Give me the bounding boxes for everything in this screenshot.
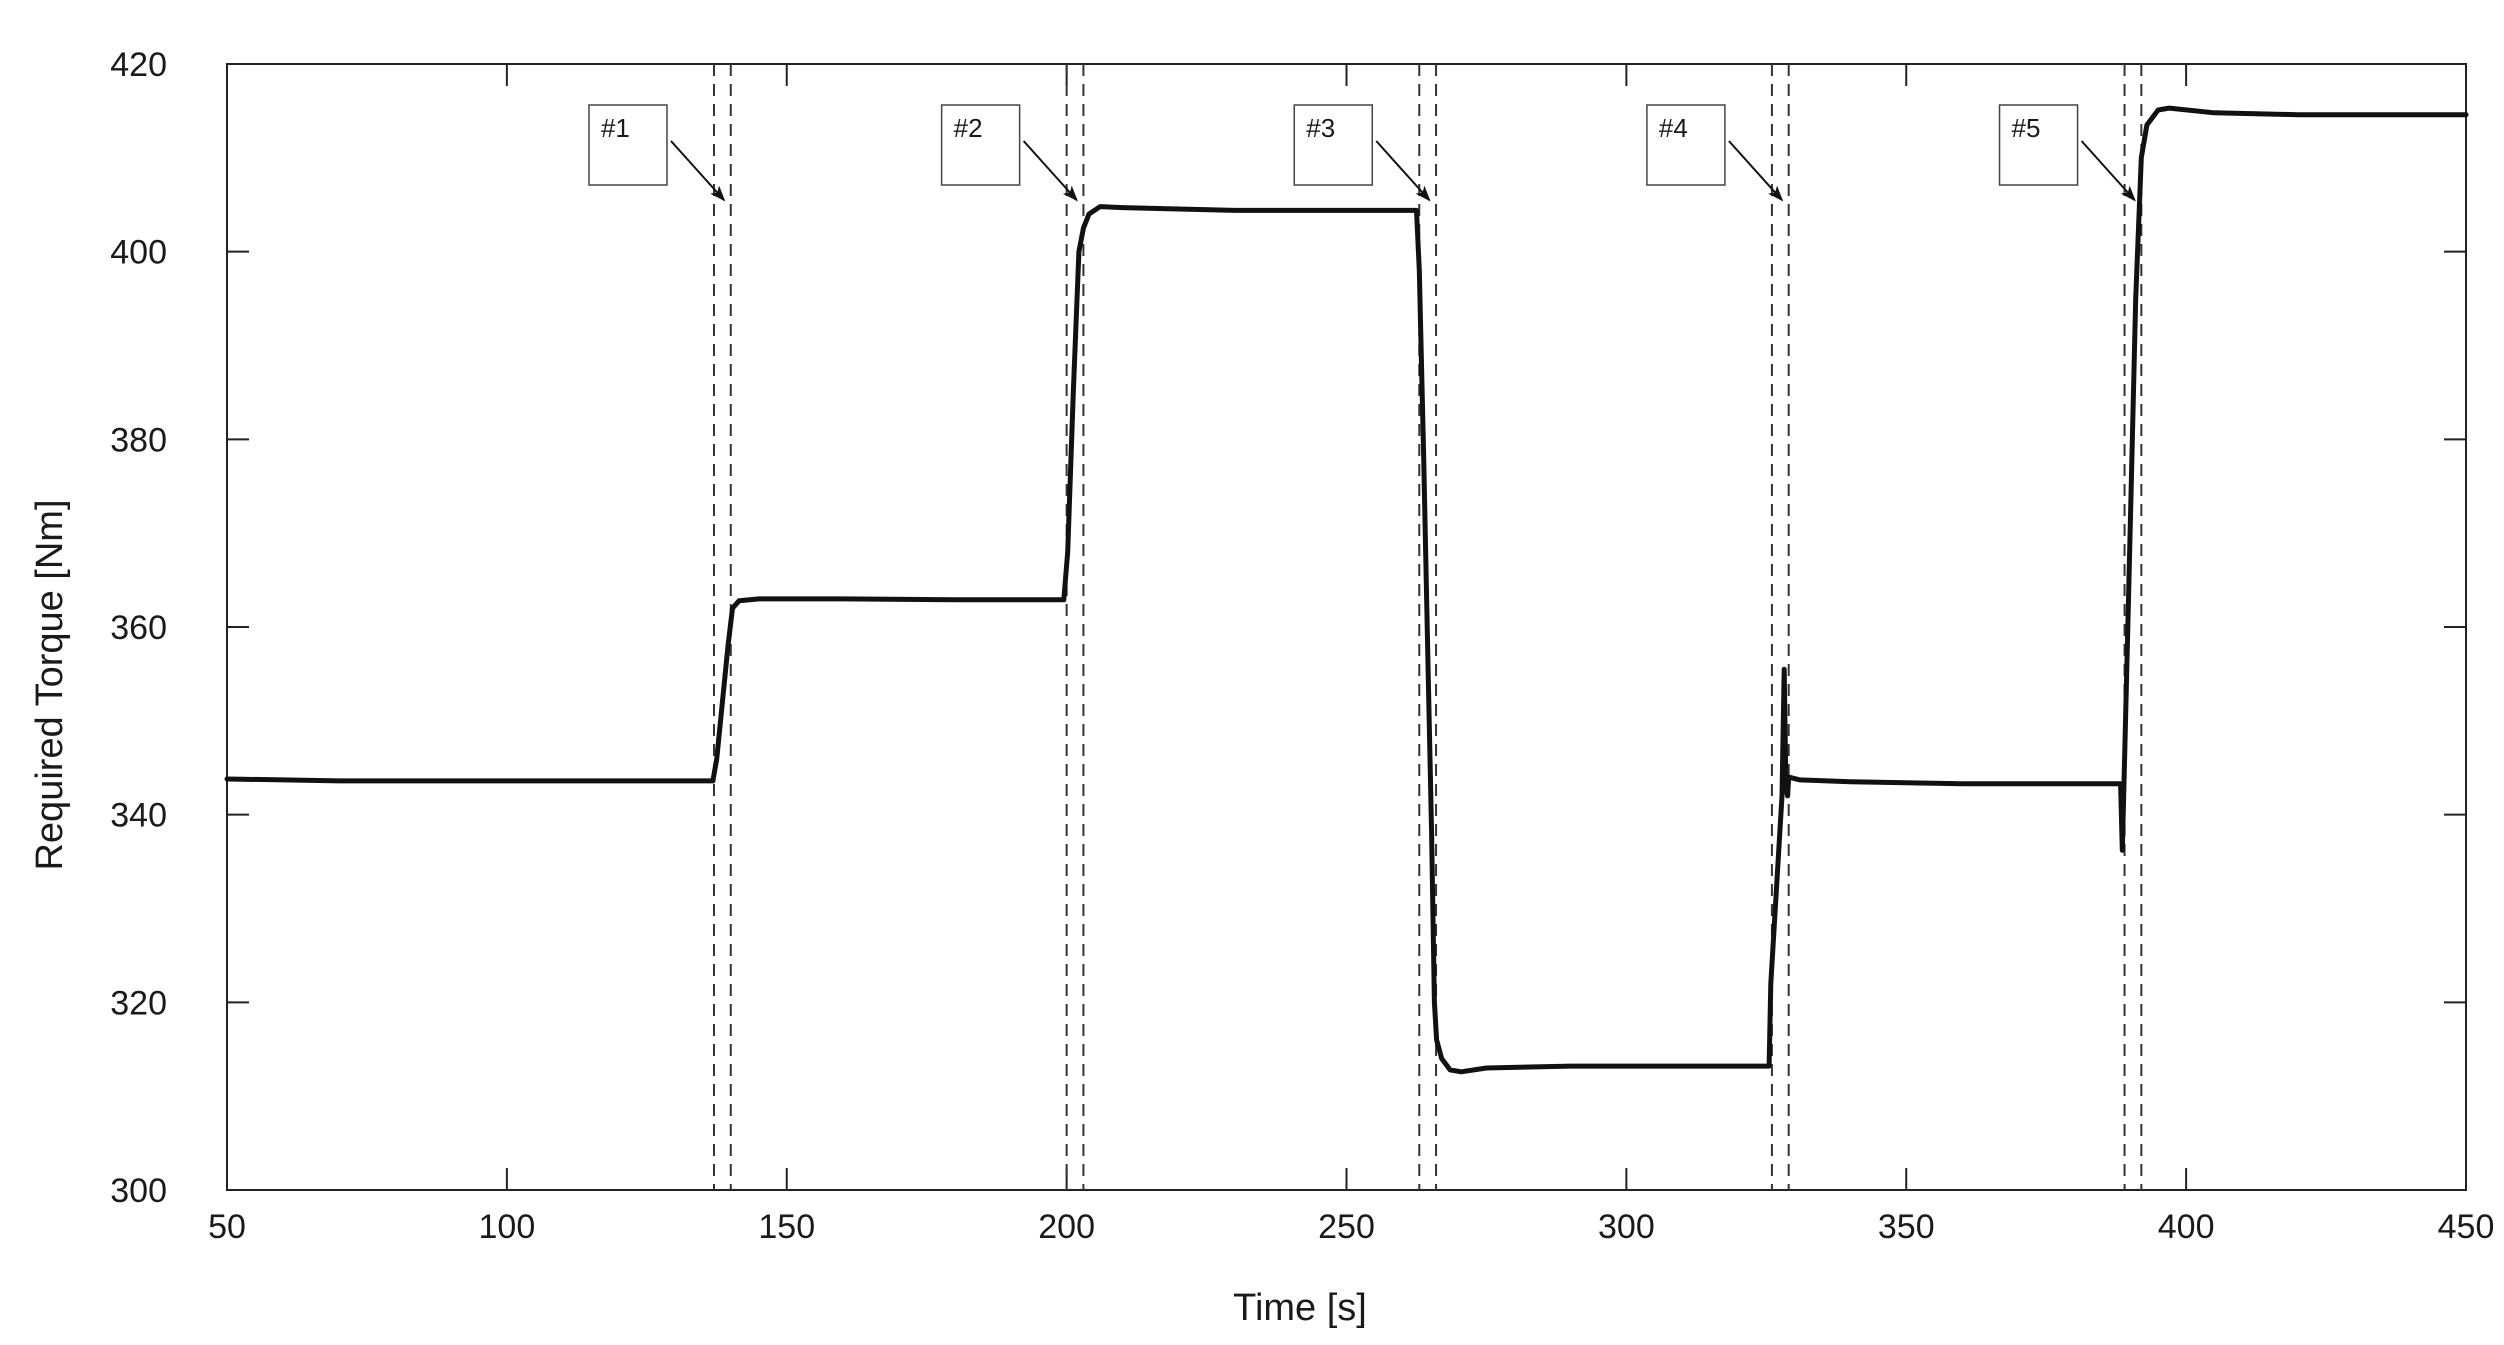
- y-tick-label: 320: [110, 984, 167, 1022]
- event-callout-label: #5: [2012, 113, 2041, 143]
- event-marker-lines: [712, 64, 2143, 1190]
- x-tick-label: 150: [758, 1208, 815, 1246]
- event-callout-label: #3: [1306, 113, 1335, 143]
- x-tick-label: 400: [2158, 1208, 2215, 1246]
- y-axis-title: Required Torque [Nm]: [29, 499, 71, 870]
- series-layer: [224, 105, 2469, 1075]
- event-callout-arrow: [2080, 140, 2136, 202]
- event-callout-arrow: [1728, 140, 1784, 202]
- y-tick-label: 400: [110, 234, 167, 272]
- event-callout-box: [940, 104, 1021, 186]
- event-callout-box: [1293, 104, 1374, 186]
- x-axis: 50 100 150 200 250 300 350 400 450: [208, 64, 2494, 1246]
- event-callout-box: [588, 104, 668, 186]
- y-tick-label: 300: [110, 1172, 167, 1210]
- event-callouts: #1 #2 #3 #4 #5: [588, 104, 2136, 202]
- event-callout-label: #2: [954, 113, 983, 143]
- x-tick-label: 50: [208, 1208, 246, 1246]
- event-callout-box: [1998, 104, 2079, 186]
- y-tick-label: 420: [110, 46, 167, 84]
- x-tick-label: 200: [1038, 1208, 1095, 1246]
- x-tick-label: 250: [1318, 1208, 1375, 1246]
- series-line: [224, 105, 2469, 1075]
- x-axis-title: Time [s]: [1233, 1287, 1367, 1329]
- y-tick-label: 380: [110, 421, 167, 459]
- event-callout-box: [1646, 104, 1726, 186]
- y-tick-label: 340: [110, 797, 167, 835]
- x-tick-label: 450: [2438, 1208, 2495, 1246]
- x-tick-label: 350: [1878, 1208, 1935, 1246]
- event-callout-arrow: [1022, 140, 1078, 202]
- x-tick-label: 300: [1598, 1208, 1655, 1246]
- x-tick-label: 100: [479, 1208, 536, 1246]
- y-axis: 300 320 340 360 380 400 420: [110, 46, 2466, 1210]
- event-callout-arrow: [1375, 140, 1431, 202]
- event-callout-label: #1: [601, 113, 630, 143]
- event-callout-label: #4: [1659, 113, 1688, 143]
- y-tick-label: 360: [110, 609, 167, 647]
- event-callout-arrow: [670, 140, 726, 202]
